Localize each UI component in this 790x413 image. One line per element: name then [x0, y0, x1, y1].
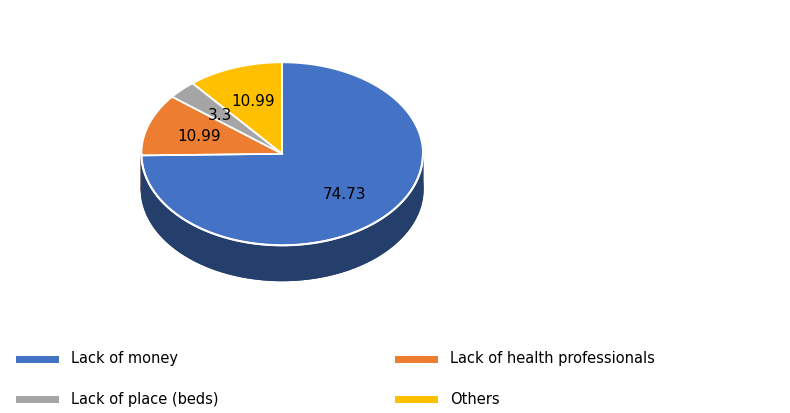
- FancyBboxPatch shape: [16, 396, 59, 404]
- Polygon shape: [172, 84, 282, 154]
- Polygon shape: [141, 97, 282, 156]
- Text: Lack of health professionals: Lack of health professionals: [450, 351, 655, 366]
- Text: 74.73: 74.73: [322, 187, 367, 202]
- Text: 10.99: 10.99: [231, 94, 274, 109]
- Polygon shape: [141, 154, 423, 281]
- Text: Lack of place (beds): Lack of place (beds): [71, 391, 219, 406]
- FancyBboxPatch shape: [395, 396, 438, 404]
- Text: 3.3: 3.3: [208, 107, 232, 122]
- Polygon shape: [141, 98, 423, 281]
- FancyBboxPatch shape: [16, 356, 59, 363]
- Text: Lack of money: Lack of money: [71, 351, 178, 366]
- Polygon shape: [141, 63, 423, 246]
- Polygon shape: [193, 63, 282, 154]
- FancyBboxPatch shape: [395, 356, 438, 363]
- Text: 10.99: 10.99: [178, 129, 221, 144]
- Text: Others: Others: [450, 391, 500, 406]
